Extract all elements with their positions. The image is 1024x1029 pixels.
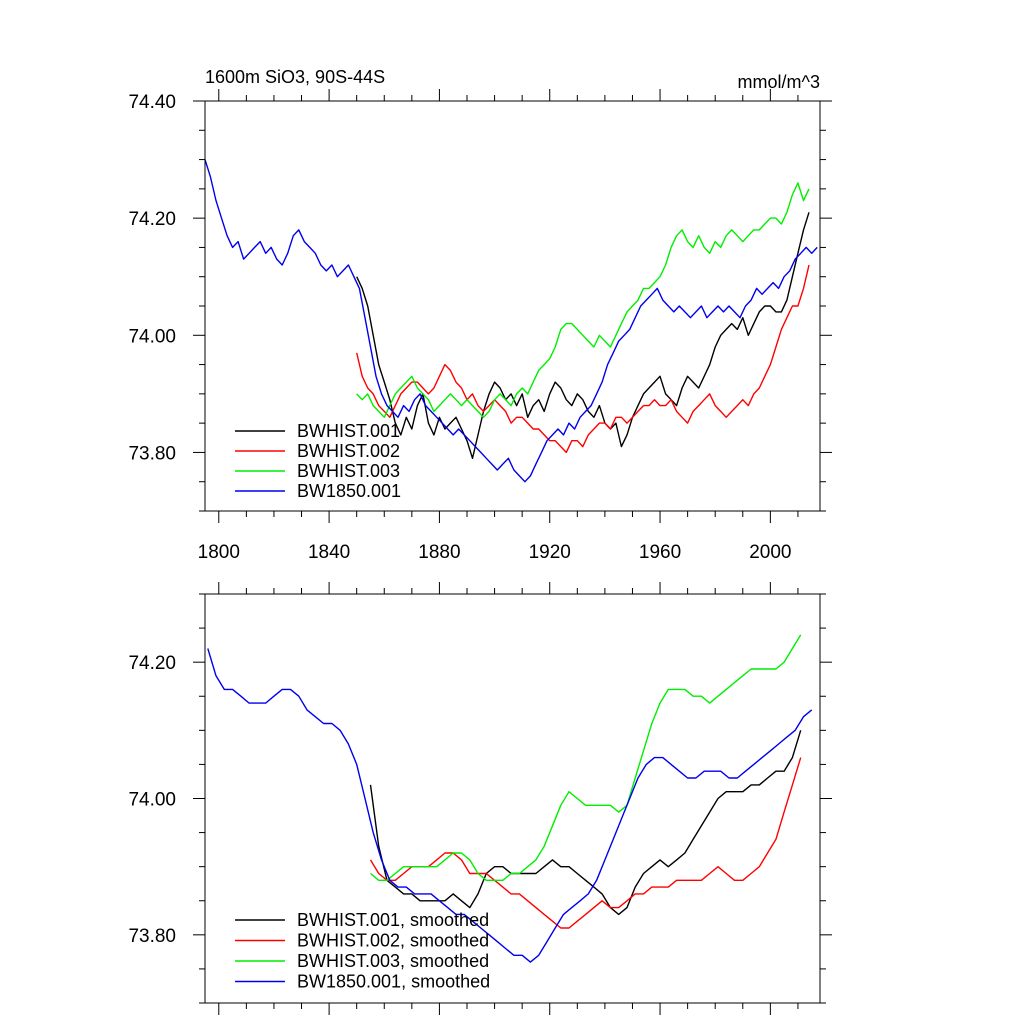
legend-label: BWHIST.001: [297, 421, 400, 441]
series-group: [205, 159, 818, 483]
legend-label: BWHIST.002, smoothed: [297, 931, 489, 951]
series-line-bwhist-001: [356, 212, 810, 459]
series-line-bwhist-001-smoothed: [369, 730, 802, 916]
series-line-bwhist-003-smoothed: [370, 634, 802, 881]
legend-label: BW1850.001: [297, 481, 401, 501]
y-tick-label: 74.20: [128, 653, 176, 674]
y-tick-label: 74.00: [128, 326, 176, 347]
legend-label: BWHIST.001, smoothed: [297, 910, 489, 930]
y-tick-label: 73.80: [128, 443, 176, 464]
tick-marks: [193, 89, 832, 523]
x-tick-label: 1880: [418, 542, 460, 563]
x-tick-label: 1920: [529, 542, 571, 563]
y-tick-label: 74.40: [128, 92, 176, 113]
x-tick-label: 1960: [639, 542, 681, 563]
series-line-bwhist-003: [356, 182, 810, 418]
tick-marks: [193, 582, 832, 1015]
series-line-bwhist-002: [356, 264, 810, 454]
panel-top-units: mmol/m^3: [738, 72, 820, 92]
x-tick-label: 2000: [749, 542, 791, 563]
series-group: [207, 634, 813, 963]
x-tick-label: 1800: [198, 542, 240, 563]
series-line-bw1850-001: [205, 159, 818, 483]
legend-label: BWHIST.003, smoothed: [297, 951, 489, 971]
panel-top-title: 1600m SiO3, 90S-44S: [205, 67, 385, 87]
legend-label: BW1850.001, smoothed: [297, 972, 490, 992]
series-line-bwhist-002-smoothed: [369, 757, 802, 929]
series-line-bw1850-001-smoothed: [207, 648, 813, 963]
y-tick-label: 74.00: [128, 790, 176, 811]
y-tick-label: 74.20: [128, 209, 176, 230]
legend-label: BWHIST.002: [297, 441, 400, 461]
y-tick-label: 73.80: [128, 926, 176, 947]
x-tick-label: 1840: [308, 542, 350, 563]
legend-label: BWHIST.003: [297, 461, 400, 481]
panel-top: 1600m SiO3, 90S-44S mmol/m^3 73.80 74.00 7…: [128, 67, 832, 563]
